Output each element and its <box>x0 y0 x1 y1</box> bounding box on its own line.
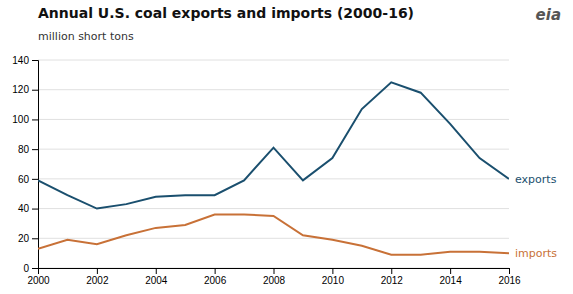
tick: 80 <box>18 144 38 155</box>
grid-line <box>38 60 509 61</box>
tick: 140 <box>12 55 38 66</box>
tick-label: 2000 <box>27 275 50 286</box>
tick-label: 0 <box>23 263 29 274</box>
tick: 2004 <box>145 268 168 286</box>
title: Annual U.S. coal exports and imports (20… <box>38 5 414 21</box>
tick-mark <box>274 268 275 274</box>
tick-mark <box>156 268 157 274</box>
tick-mark <box>97 268 98 274</box>
tick-label: 2006 <box>204 275 227 286</box>
tick-label: 140 <box>12 55 29 66</box>
grid-line <box>38 89 509 90</box>
tick: 2012 <box>381 268 404 286</box>
tick-mark <box>32 149 38 150</box>
tick-label: 120 <box>12 84 29 95</box>
tick-label: 2012 <box>381 275 404 286</box>
tick: 0 <box>23 263 38 274</box>
grid-line <box>38 238 509 239</box>
tick: 20 <box>18 233 38 244</box>
tick: 2014 <box>440 268 463 286</box>
tick-mark <box>32 119 38 120</box>
tick: 120 <box>12 84 38 95</box>
tick-mark <box>391 268 392 274</box>
series-label: exports <box>515 173 557 186</box>
line <box>38 82 509 208</box>
tick-mark <box>32 209 38 210</box>
tick-mark <box>32 60 38 61</box>
axis-line <box>32 61 39 269</box>
tick-mark <box>32 90 38 91</box>
tick-label: 2004 <box>145 275 168 286</box>
tick-label: 80 <box>18 144 30 155</box>
axis-line <box>39 269 510 275</box>
tick: 2002 <box>86 268 109 286</box>
y-axis: 0 20 40 60 80 100 120 140 <box>12 55 38 274</box>
tick: 2010 <box>322 268 345 286</box>
tick: 2016 <box>498 268 521 286</box>
tick-mark <box>32 238 38 239</box>
y-axis-label: million short tons <box>38 30 134 43</box>
grid-line <box>38 208 509 209</box>
tick: 40 <box>18 203 38 214</box>
tick-label: 20 <box>18 233 30 244</box>
tick-label: 40 <box>18 203 30 214</box>
chart: Annual U.S. coal exports and imports (20… <box>0 0 573 294</box>
tick: 100 <box>12 114 38 125</box>
annotation: eia <box>536 6 561 24</box>
tick-mark <box>509 268 510 274</box>
tick: 2000 <box>27 268 50 286</box>
tick-label: 2016 <box>498 275 521 286</box>
grid-line <box>38 178 509 179</box>
grid-line <box>38 119 509 120</box>
grid <box>38 60 509 268</box>
tick-mark <box>215 268 216 274</box>
tick-label: 2008 <box>263 275 286 286</box>
tick: 60 <box>18 174 38 185</box>
tick-label: 2010 <box>322 275 345 286</box>
tick-mark <box>450 268 451 274</box>
tick-label: 60 <box>18 174 30 185</box>
tick-label: 100 <box>12 114 29 125</box>
tick-label: 2002 <box>86 275 109 286</box>
series-label: imports <box>515 247 557 260</box>
plot-area: 2000 2002 2004 2006 2008 2010 2012 2014 2016 0 20 4… <box>12 55 557 286</box>
x-axis: 2000 2002 2004 2006 2008 2010 2012 2014 2016 <box>27 268 521 286</box>
tick-mark <box>32 179 38 180</box>
tick-mark <box>332 268 333 274</box>
tick: 2008 <box>263 268 286 286</box>
tick-label: 2014 <box>440 275 463 286</box>
tick-mark <box>32 268 38 269</box>
line <box>38 215 509 255</box>
line-labels: exports imports <box>515 173 557 260</box>
tick: 2006 <box>204 268 227 286</box>
lines <box>38 82 509 254</box>
